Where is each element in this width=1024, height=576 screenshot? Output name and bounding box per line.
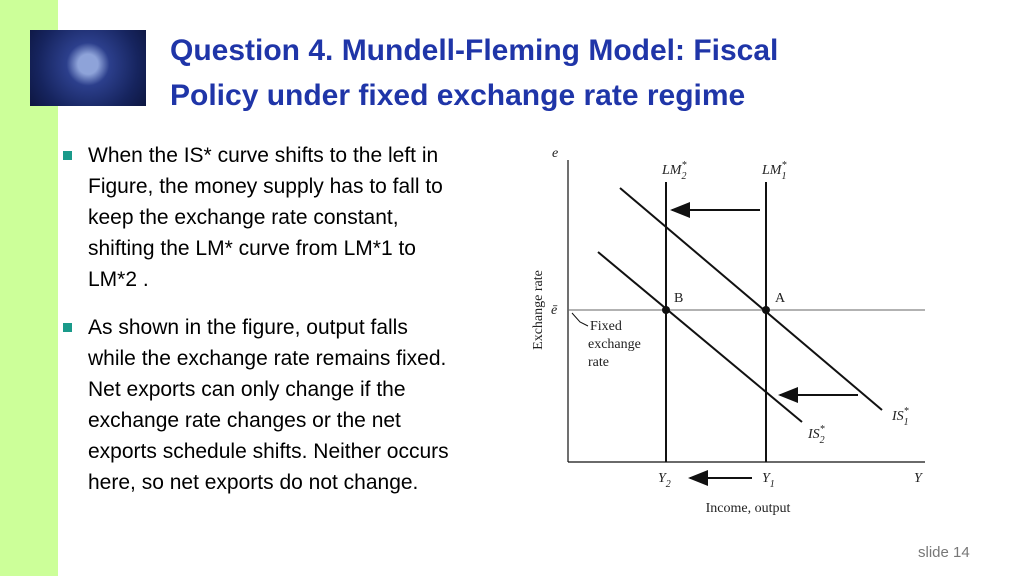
title-line: Question 4. Mundell-Fleming Model: Fisca… xyxy=(170,34,779,67)
title-line: Policy under fixed exchange rate regime xyxy=(170,79,746,112)
is2-curve xyxy=(597,251,803,423)
point-b xyxy=(662,306,670,314)
slide-title: Question 4. Mundell-Fleming Model: Fisca… xyxy=(170,28,778,118)
fixed-rate-symbol: ē xyxy=(551,303,558,318)
is1-label: IS* 1 xyxy=(891,406,909,428)
bullet: When the IS* curve shifts to the left in… xyxy=(62,140,457,295)
fixed-rate-label: Fixed xyxy=(590,319,622,334)
y-axis-label: Exchange rate xyxy=(531,270,546,350)
is1-curve xyxy=(619,187,883,411)
leader-line xyxy=(571,312,589,327)
is2-label: IS* 2 xyxy=(807,424,825,446)
x-axis-label: Income, output xyxy=(706,501,791,516)
point-b-label: B xyxy=(674,291,683,306)
bullet-list: When the IS* curve shifts to the left in… xyxy=(62,140,457,515)
y1-label: Y1 xyxy=(762,471,775,490)
lm1-label: LM* 1 xyxy=(761,160,786,182)
point-a-label: A xyxy=(775,291,786,306)
x-symbol: Y xyxy=(914,471,924,486)
bullet: As shown in the figure, output falls whi… xyxy=(62,312,457,498)
y2-label: Y2 xyxy=(658,471,671,490)
fixed-rate-label: rate xyxy=(588,355,609,370)
y-symbol: e xyxy=(552,146,558,161)
logo-image xyxy=(30,30,146,106)
lm2-label: LM* 2 xyxy=(661,160,686,182)
point-a xyxy=(762,306,770,314)
slide-number: slide 14 xyxy=(918,544,970,561)
diagram-lines xyxy=(567,160,925,486)
fixed-rate-label: exchange xyxy=(588,337,641,352)
